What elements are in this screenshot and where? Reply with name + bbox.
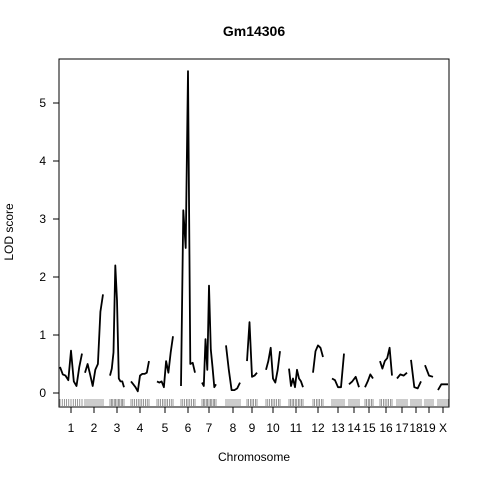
y-axis-label: LOD score — [2, 203, 16, 261]
x-tick-label-chr-18: 18 — [409, 421, 423, 435]
marker-rug — [59, 399, 449, 406]
x-tick-label-chr-13: 13 — [331, 421, 345, 435]
x-tick-label-chr-12: 12 — [311, 421, 325, 435]
lod-line-chr-19 — [424, 364, 434, 378]
x-tick-label-chr-6: 6 — [185, 421, 192, 435]
y-tick-label: 4 — [39, 154, 46, 168]
x-tick-label-chr-17: 17 — [395, 421, 409, 435]
lod-line-chr-2 — [84, 294, 104, 387]
y-tick-label: 1 — [39, 328, 46, 342]
lod-line-chr-6 — [180, 70, 196, 387]
chart-title: Gm14306 — [223, 23, 285, 39]
y-tick-label: 0 — [39, 386, 46, 400]
x-tick-label-chr-5: 5 — [162, 421, 169, 435]
x-tick-label-chr-X: X — [439, 421, 447, 435]
lod-line-chr-15 — [364, 373, 374, 388]
y-tick-label: 2 — [39, 270, 46, 284]
lod-line-chr-11 — [288, 368, 304, 389]
lod-line-chr-5 — [156, 336, 174, 389]
x-tick-label-chr-19: 19 — [422, 421, 436, 435]
lod-line-chr-13 — [331, 353, 345, 389]
x-axis-label: Chromosome — [218, 450, 290, 464]
x-tick-label-chr-14: 14 — [347, 421, 361, 435]
x-tick-label-chr-15: 15 — [362, 421, 376, 435]
x-axis: 1 2 3 4 5 6 7 8 9 10 11 12 13 14 15 16 17 18 19 X — [68, 407, 447, 435]
lod-line-chr-16 — [379, 346, 393, 376]
x-tick-label-chr-9: 9 — [249, 421, 256, 435]
x-tick-label-chr-1: 1 — [68, 421, 75, 435]
y-axis: 0 1 2 3 4 5 — [39, 96, 60, 400]
lod-line-chr-X — [437, 383, 448, 391]
lod-line-chr-18 — [410, 359, 422, 390]
x-tick-label-chr-10: 10 — [266, 421, 280, 435]
lod-line-chr-14 — [348, 375, 360, 388]
y-tick-label: 5 — [39, 96, 46, 110]
x-tick-label-chr-11: 11 — [290, 421, 303, 435]
lod-line-chr-4 — [130, 360, 150, 393]
lod-line-chr-17 — [396, 372, 408, 380]
x-tick-label-chr-2: 2 — [91, 421, 98, 435]
x-tick-label-chr-16: 16 — [379, 421, 393, 435]
x-tick-label-chr-8: 8 — [230, 421, 237, 435]
lod-line-chr-8 — [225, 345, 241, 391]
lod-line-chr-10 — [265, 346, 281, 384]
lod-line-chr-7 — [201, 284, 217, 389]
lod-line-chr-1 — [59, 349, 83, 387]
lod-lines — [59, 70, 448, 393]
y-tick-label: 3 — [39, 212, 46, 226]
x-tick-label-chr-4: 4 — [137, 421, 144, 435]
lod-line-chr-3 — [109, 264, 125, 388]
lod-line-chr-9 — [246, 321, 258, 378]
x-tick-label-chr-3: 3 — [114, 421, 121, 435]
x-tick-label-chr-7: 7 — [206, 421, 213, 435]
lod-line-chr-12 — [312, 344, 324, 373]
